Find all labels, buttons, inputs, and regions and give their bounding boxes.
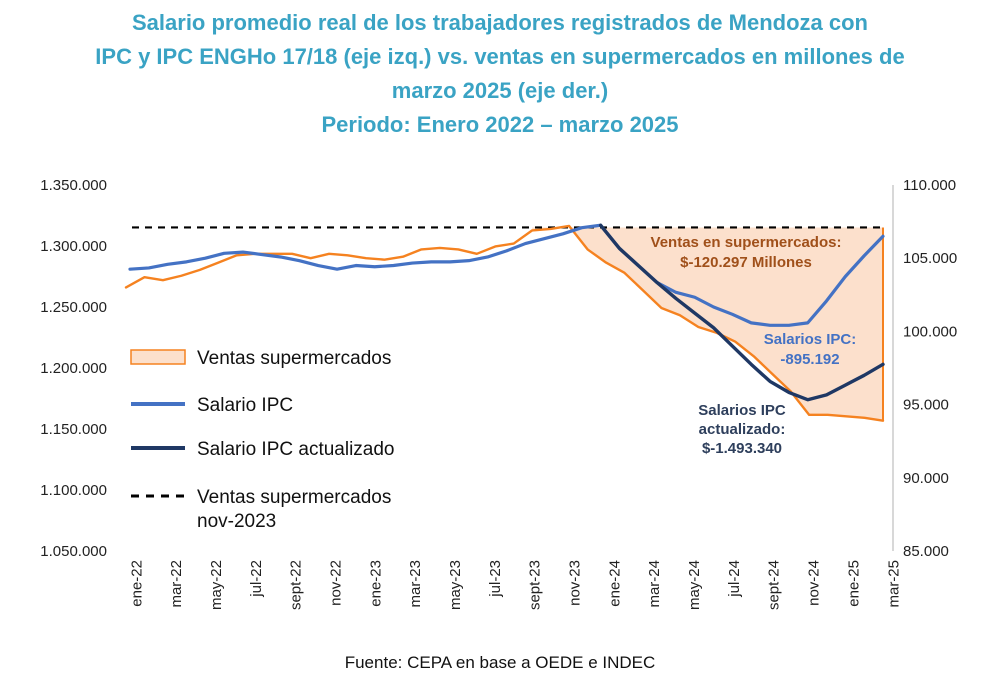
x-tick-label: mar-23 — [407, 560, 424, 608]
x-tick-label: may-22 — [208, 560, 225, 610]
x-tick-label: nov-23 — [567, 560, 584, 606]
x-tick-label: nov-24 — [806, 560, 823, 606]
x-tick-label: nov-22 — [327, 560, 344, 606]
x-tick-label: sept-24 — [766, 560, 783, 610]
source-note: Fuente: CEPA en base a OEDE e INDEC — [344, 653, 656, 672]
title-line-1: Salario promedio real de los trabajadore… — [132, 10, 868, 35]
annotation-ventas-line: $-120.297 Millones — [680, 254, 812, 271]
y-left-tick-label: 1.300.000 — [40, 238, 107, 255]
chart-annotations: Ventas en supermercados: $-120.297 Millon… — [651, 234, 857, 457]
annotation-salarios-actualizado-line: $-1.493.340 — [702, 440, 782, 457]
title-line-2: IPC y IPC ENGHo 17/18 (eje izq.) vs. ven… — [95, 44, 905, 69]
y-right-tick-label: 105.000 — [903, 250, 957, 267]
legend-swatch-ventas — [130, 349, 186, 365]
y-right-tick-label: 110.000 — [903, 177, 956, 194]
x-tick-label: may-24 — [686, 560, 703, 610]
y-right-tick-label: 100.000 — [903, 323, 957, 340]
x-tick-label: ene-25 — [845, 560, 862, 607]
y-left-tick-label: 1.050.000 — [40, 543, 107, 560]
y-left-tick-label: 1.250.000 — [40, 299, 107, 316]
legend-label: Salario IPC actualizado — [197, 439, 395, 460]
x-tick-label: sept-23 — [527, 560, 544, 610]
chart-legend: Ventas supermercados Salario IPC Salario I… — [130, 348, 395, 532]
y-right-tick-label: 85.000 — [903, 543, 949, 560]
y-left-tick-label: 1.150.000 — [40, 421, 107, 438]
annotation-ventas-line: Ventas en supermercados: — [651, 234, 842, 251]
annotation-salarios-ipc-line: -895.192 — [780, 351, 839, 368]
x-tick-label: ene-24 — [606, 560, 623, 607]
annotation-salarios-actualizado-line: actualizado: — [699, 421, 786, 438]
legend-label-line-2: nov-2023 — [197, 511, 276, 532]
x-tick-label: jul-24 — [726, 560, 743, 598]
y-left-tick-label: 1.350.000 — [40, 177, 107, 194]
y-right-tick-label: 90.000 — [903, 470, 949, 487]
chart-axes: 1.050.000 1.100.000 1.150.000 1.200.000 1.25… — [40, 177, 957, 610]
title-line-3: marzo 2025 (eje der.) — [391, 78, 609, 103]
x-tick-label: jul-22 — [248, 560, 265, 598]
series-salario-ipc-line — [128, 223, 885, 327]
title-line-4: Periodo: Enero 2022 – marzo 2025 — [321, 112, 679, 137]
x-tick-label: mar-22 — [168, 560, 185, 608]
annotation-salarios-ipc-line: Salarios IPC: — [764, 331, 857, 348]
x-tick-label: mar-24 — [646, 560, 663, 608]
legend-label: Ventas supermercados — [197, 487, 391, 508]
y-left-tick-label: 1.100.000 — [40, 482, 107, 499]
x-tick-label: jul-23 — [487, 560, 504, 598]
y-right-tick-label: 95.000 — [903, 397, 949, 414]
x-tick-label: mar-25 — [885, 560, 902, 608]
legend-label: Salario IPC — [197, 395, 293, 416]
annotation-salarios-actualizado-line: Salarios IPC — [698, 402, 786, 419]
legend-label: Ventas supermercados — [197, 348, 391, 369]
chart-series — [124, 223, 885, 422]
series-salario-actualizado-line — [598, 223, 885, 402]
chart-title: Salario promedio real de los trabajadore… — [0, 6, 1000, 142]
x-tick-label: may-23 — [447, 560, 464, 610]
x-tick-label: ene-23 — [367, 560, 384, 607]
x-tick-label: sept-22 — [288, 560, 305, 610]
y-left-tick-label: 1.200.000 — [40, 360, 107, 377]
x-tick-label: ene-22 — [128, 560, 145, 607]
